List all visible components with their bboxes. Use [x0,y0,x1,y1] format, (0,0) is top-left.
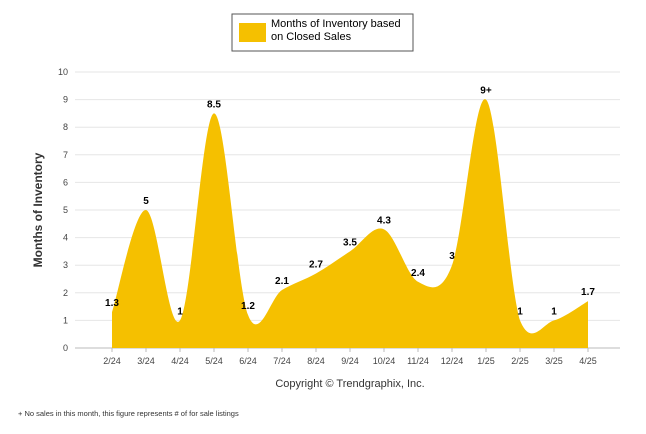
data-label: 1.7 [581,287,595,298]
x-tick-label: 8/24 [307,356,325,366]
y-tick-label: 0 [63,343,68,353]
x-tick-label: 2/25 [511,356,529,366]
y-tick-label: 9 [63,95,68,105]
data-label: 4.3 [377,215,391,226]
data-label: 3.5 [343,237,357,248]
x-tick-label: 9/24 [341,356,359,366]
legend-swatch [239,23,266,42]
footnote: + No sales in this month, this figure re… [18,409,239,418]
x-tick-label: 5/24 [205,356,223,366]
x-tick-label: 4/25 [579,356,597,366]
y-tick-label: 7 [63,150,68,160]
data-label: 5 [143,196,149,207]
data-label: 9+ [480,86,492,97]
x-tick-label: 2/24 [103,356,121,366]
x-tick-label: 4/24 [171,356,189,366]
x-tick-label: 1/25 [477,356,495,366]
data-label: 1 [551,306,557,317]
data-label: 8.5 [207,99,221,110]
legend: Months of Inventory based on Closed Sale… [231,13,414,52]
y-axis: 0 1 2 3 4 5 6 7 8 9 10 [58,67,68,353]
data-label: 3 [449,251,455,262]
data-label: 1.3 [105,298,119,309]
y-tick-label: 5 [63,205,68,215]
y-tick-label: 10 [58,67,68,77]
y-tick-label: 6 [63,177,68,187]
x-axis: 2/24 3/24 4/24 5/24 6/24 7/24 8/24 9/24 10/24 11/… [103,348,597,366]
data-label: 1 [177,306,183,317]
data-label: 2.1 [275,276,289,287]
legend-label-line1: Months of Inventory based [271,18,401,30]
data-label: 1 [517,306,523,317]
legend-label-line2: on Closed Sales [271,31,352,43]
y-tick-label: 1 [63,315,68,325]
x-tick-label: 10/24 [373,356,396,366]
copyright: Copyright © Trendgraphix, Inc. [275,378,424,390]
x-tick-label: 7/24 [273,356,291,366]
y-axis-title: Months of Inventory [31,152,45,267]
x-tick-label: 11/24 [407,356,429,366]
x-tick-label: 3/25 [545,356,563,366]
x-tick-label: 12/24 [441,356,464,366]
x-tick-label: 3/24 [137,356,155,366]
y-tick-label: 8 [63,122,68,132]
y-tick-label: 3 [63,260,68,270]
y-tick-label: 2 [63,288,68,298]
data-label: 2.4 [411,268,425,279]
data-label: 1.2 [241,301,255,312]
plot-area [112,99,588,348]
series-area [112,99,588,348]
data-label: 2.7 [309,259,323,270]
x-tick-label: 6/24 [239,356,257,366]
data-labels: 1.3 5 1 8.5 1.2 2.1 2.7 3.5 4.3 2.4 3 9+ 1 1 1.7 [105,86,595,318]
y-tick-label: 4 [63,233,68,243]
